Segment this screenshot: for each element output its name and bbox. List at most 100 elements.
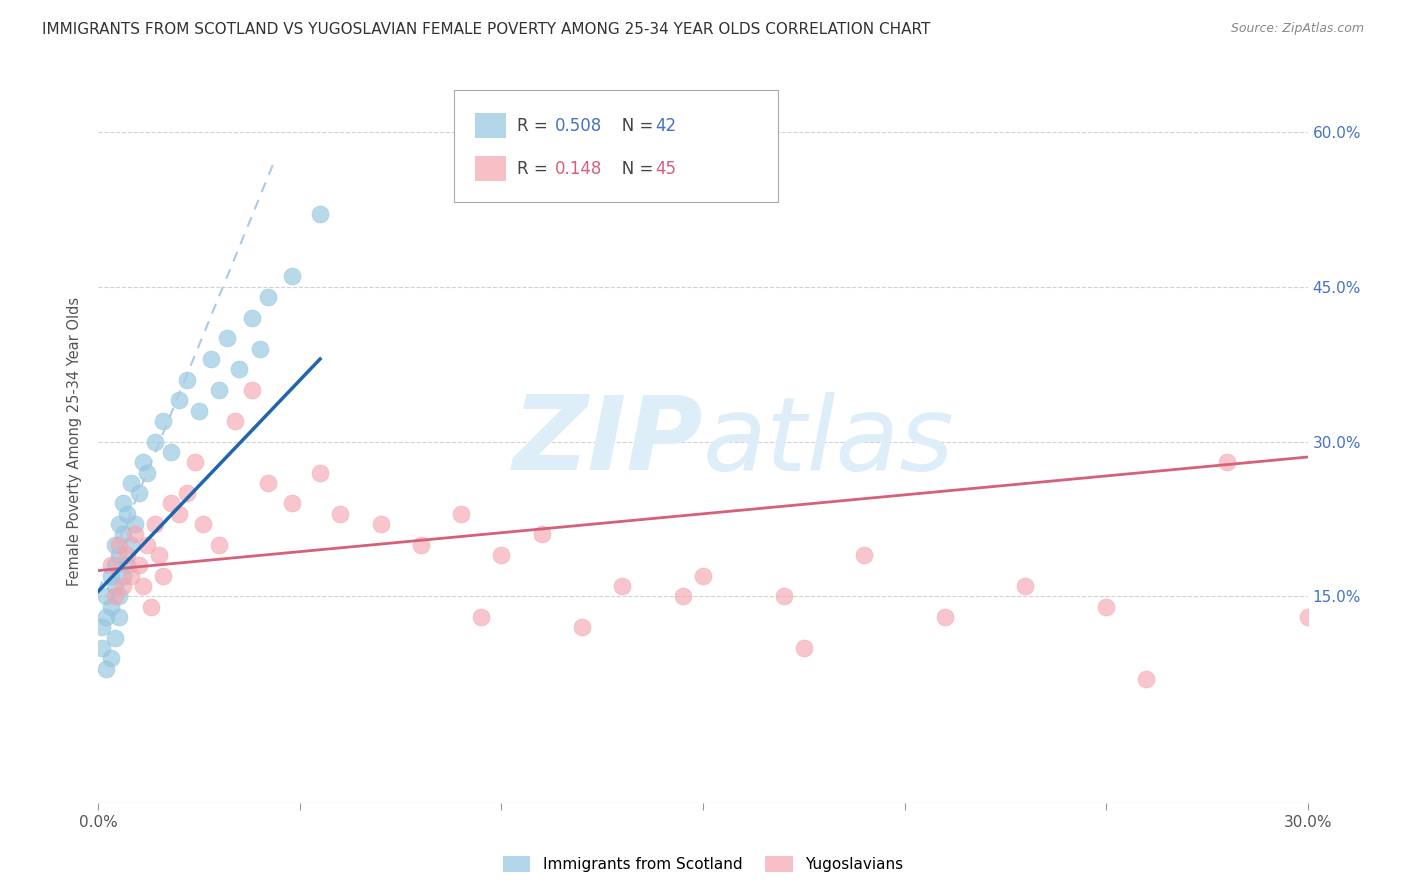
Point (132, 579, 155, 593)
Text: R =: R = (517, 117, 554, 135)
Point (612, 579, 634, 593)
Point (160, 496, 183, 510)
Point (96, 610, 118, 624)
Text: ZIP: ZIP (512, 391, 703, 492)
Point (96, 662, 118, 676)
Point (96, 590, 118, 604)
Point (107, 538, 129, 552)
Point (139, 599, 162, 614)
Point (217, 331, 239, 345)
Text: IMMIGRANTS FROM SCOTLAND VS YUGOSLAVIAN FEMALE POVERTY AMONG 25-34 YEAR OLDS COR: IMMIGRANTS FROM SCOTLAND VS YUGOSLAVIAN … (42, 22, 931, 37)
Point (208, 383, 231, 397)
Point (692, 568, 714, 582)
Point (934, 610, 956, 624)
Point (124, 527, 146, 541)
Point (853, 548, 876, 562)
Point (1135, 672, 1157, 686)
Point (208, 538, 231, 552)
Point (143, 517, 166, 532)
Point (1216, 455, 1239, 469)
Point (256, 290, 278, 304)
Point (530, 527, 553, 541)
Point (256, 475, 278, 490)
Point (103, 590, 125, 604)
Point (176, 486, 198, 500)
Point (281, 269, 304, 284)
Point (103, 538, 125, 552)
Point (107, 590, 129, 604)
Point (115, 507, 138, 521)
Y-axis label: Female Poverty Among 25-34 Year Olds: Female Poverty Among 25-34 Year Olds (67, 297, 83, 586)
Point (120, 538, 142, 552)
Point (793, 640, 815, 655)
Point (167, 507, 190, 521)
Point (100, 558, 122, 573)
Text: atlas: atlas (703, 392, 955, 491)
Point (100, 599, 122, 614)
Point (188, 403, 211, 417)
Point (111, 579, 134, 593)
Point (152, 414, 174, 428)
Text: 0.508: 0.508 (555, 117, 603, 135)
Point (672, 590, 695, 604)
Text: N =: N = (606, 160, 658, 178)
Point (91, 620, 114, 634)
Point (1014, 579, 1036, 593)
Text: N =: N = (606, 117, 658, 135)
Point (132, 455, 155, 469)
Point (1095, 599, 1118, 614)
Point (111, 496, 134, 510)
Point (135, 538, 157, 552)
Point (309, 466, 332, 480)
Point (107, 517, 129, 532)
Point (100, 568, 122, 582)
Point (135, 466, 157, 480)
Point (111, 568, 134, 582)
Text: 0.148: 0.148 (555, 160, 603, 178)
Point (370, 517, 392, 532)
Point (160, 445, 183, 459)
Point (309, 207, 332, 221)
Point (111, 527, 134, 541)
Point (228, 362, 250, 376)
Point (491, 548, 513, 562)
Point (120, 475, 142, 490)
Point (115, 548, 138, 562)
Text: Source: ZipAtlas.com: Source: ZipAtlas.com (1230, 22, 1364, 36)
Point (281, 496, 304, 510)
Point (240, 310, 263, 325)
Point (571, 620, 593, 634)
Point (103, 558, 125, 573)
Point (1296, 610, 1319, 624)
Point (450, 507, 472, 521)
Text: R =: R = (517, 160, 558, 178)
Point (167, 393, 190, 408)
Point (124, 517, 146, 532)
Point (176, 373, 198, 387)
Point (329, 507, 352, 521)
Point (772, 590, 794, 604)
Point (115, 558, 138, 573)
Point (143, 434, 166, 449)
Point (120, 568, 142, 582)
Point (91, 640, 114, 655)
Text: 45: 45 (655, 160, 676, 178)
Point (128, 558, 150, 573)
Text: 42: 42 (655, 117, 676, 135)
Point (107, 610, 129, 624)
Point (224, 414, 246, 428)
Point (240, 383, 263, 397)
Point (107, 548, 129, 562)
Point (193, 517, 215, 532)
Point (103, 631, 125, 645)
Point (470, 610, 492, 624)
Point (148, 548, 170, 562)
Point (152, 568, 174, 582)
Point (103, 579, 125, 593)
Point (100, 651, 122, 665)
Legend: Immigrants from Scotland, Yugoslavians: Immigrants from Scotland, Yugoslavians (496, 850, 910, 879)
Point (184, 455, 207, 469)
Point (249, 342, 271, 356)
Point (200, 351, 222, 366)
Point (409, 538, 432, 552)
